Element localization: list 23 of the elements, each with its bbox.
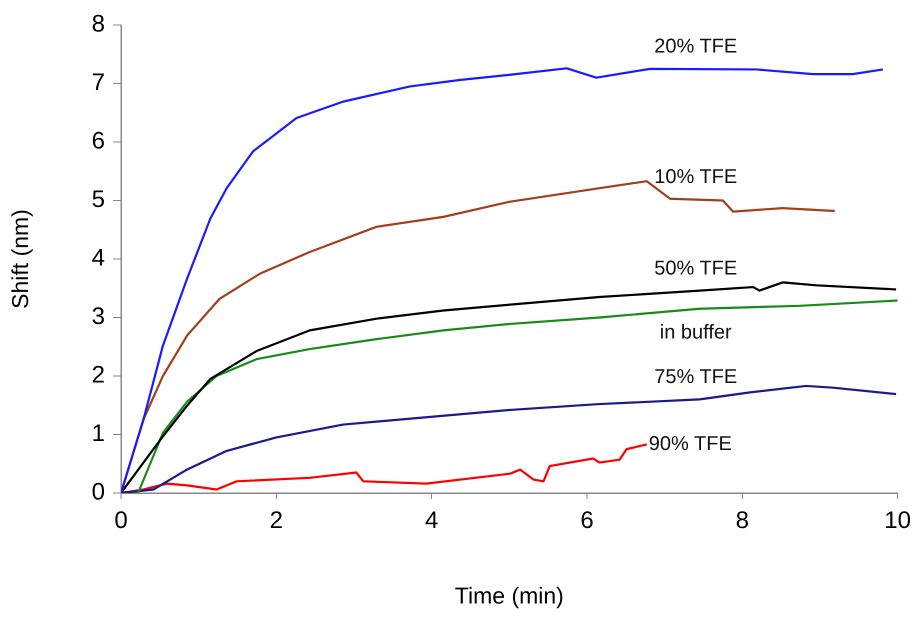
y-tick-label: 4 [92, 244, 105, 272]
x-tick-label: 6 [580, 507, 594, 534]
x-tick-label: 10 [884, 507, 912, 534]
y-tick-label: 8 [92, 10, 105, 38]
x-axis-title: Time (min) [454, 582, 564, 609]
x-tick-label: 0 [114, 507, 128, 534]
series-label: 50% TFE [654, 257, 738, 280]
y-axis-title: Shift (nm) [7, 209, 34, 309]
y-tick-label: 5 [92, 186, 105, 214]
series-label: 20% TFE [654, 36, 738, 58]
x-tick-label: 4 [424, 507, 438, 534]
y-tick-label: 3 [92, 303, 105, 330]
x-tick-label: 2 [270, 507, 284, 534]
y-tick-label: 7 [92, 69, 105, 96]
y-tick-label: 0 [92, 478, 105, 506]
series-label: 10% TFE [654, 166, 738, 188]
y-tick-label: 1 [92, 420, 105, 448]
series-label: 75% TFE [654, 366, 738, 388]
series-label: 90% TFE [648, 432, 732, 455]
y-tick-label: 6 [92, 128, 105, 155]
x-tick-label: 8 [736, 507, 749, 534]
y-tick-label: 2 [92, 362, 105, 389]
series-label: in buffer [660, 322, 732, 344]
